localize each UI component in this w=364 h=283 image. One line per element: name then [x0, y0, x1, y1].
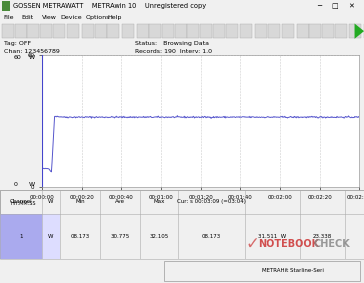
Text: METRAHit Starline-Seri: METRAHit Starline-Seri — [262, 269, 324, 273]
FancyBboxPatch shape — [297, 24, 309, 38]
Text: W: W — [29, 55, 35, 60]
Text: □: □ — [331, 3, 338, 9]
FancyBboxPatch shape — [255, 24, 267, 38]
FancyBboxPatch shape — [213, 24, 225, 38]
Text: W: W — [48, 234, 54, 239]
Text: Max: Max — [153, 199, 165, 204]
FancyBboxPatch shape — [175, 24, 187, 38]
Text: Options: Options — [86, 15, 110, 20]
FancyBboxPatch shape — [27, 24, 39, 38]
FancyBboxPatch shape — [309, 24, 321, 38]
Bar — [42, 214, 60, 259]
Bar — [0, 214, 42, 259]
Text: View: View — [42, 15, 57, 20]
FancyBboxPatch shape — [107, 24, 119, 38]
Text: Channel: Channel — [10, 199, 32, 204]
FancyBboxPatch shape — [322, 24, 334, 38]
FancyBboxPatch shape — [2, 24, 14, 38]
FancyBboxPatch shape — [335, 24, 347, 38]
Text: 23.338: 23.338 — [312, 234, 332, 239]
Text: Ave: Ave — [115, 199, 125, 204]
FancyBboxPatch shape — [349, 24, 361, 38]
Text: Edit: Edit — [22, 15, 34, 20]
Text: File: File — [4, 15, 14, 20]
FancyBboxPatch shape — [226, 24, 238, 38]
FancyBboxPatch shape — [200, 24, 212, 38]
FancyBboxPatch shape — [282, 24, 294, 38]
FancyBboxPatch shape — [82, 24, 94, 38]
FancyBboxPatch shape — [95, 24, 107, 38]
Text: 08.173: 08.173 — [201, 234, 221, 239]
FancyBboxPatch shape — [162, 24, 174, 38]
Text: GOSSEN METRAWATT    METRAwin 10    Unregistered copy: GOSSEN METRAWATT METRAwin 10 Unregistere… — [13, 3, 206, 9]
Text: Status:   Browsing Data: Status: Browsing Data — [135, 41, 209, 46]
FancyBboxPatch shape — [15, 24, 27, 38]
Text: 31.511  W: 31.511 W — [258, 234, 286, 239]
Text: ✕: ✕ — [348, 3, 353, 9]
Text: Records: 190  Interv: 1.0: Records: 190 Interv: 1.0 — [135, 49, 212, 53]
Text: W: W — [29, 182, 35, 187]
Text: Cur: s 00:03:09 (=03:04): Cur: s 00:03:09 (=03:04) — [177, 199, 245, 204]
Text: W: W — [48, 199, 54, 204]
Text: Min: Min — [75, 199, 85, 204]
FancyBboxPatch shape — [149, 24, 161, 38]
Text: Chan: 123456789: Chan: 123456789 — [4, 49, 60, 53]
Text: CHECK: CHECK — [313, 239, 350, 249]
Text: Device: Device — [60, 15, 82, 20]
FancyBboxPatch shape — [268, 24, 280, 38]
Text: 08.173: 08.173 — [70, 234, 90, 239]
Text: ✓: ✓ — [245, 235, 259, 253]
FancyBboxPatch shape — [164, 261, 360, 281]
Text: 30.775: 30.775 — [110, 234, 130, 239]
Text: NOTEBOOK: NOTEBOOK — [258, 239, 319, 249]
FancyBboxPatch shape — [187, 24, 199, 38]
FancyBboxPatch shape — [67, 24, 79, 38]
Text: ─: ─ — [317, 3, 321, 9]
Text: 32.105: 32.105 — [149, 234, 169, 239]
Text: HH:MM:SS: HH:MM:SS — [10, 201, 36, 206]
Bar — [2, 1, 10, 11]
Text: Help: Help — [107, 15, 122, 20]
FancyBboxPatch shape — [53, 24, 65, 38]
Text: 0: 0 — [13, 182, 17, 187]
Text: 60: 60 — [13, 55, 21, 60]
Polygon shape — [355, 23, 364, 39]
Text: Tag: OFF: Tag: OFF — [4, 41, 31, 46]
FancyBboxPatch shape — [122, 24, 134, 38]
FancyBboxPatch shape — [240, 24, 252, 38]
FancyBboxPatch shape — [40, 24, 52, 38]
FancyBboxPatch shape — [136, 24, 149, 38]
Text: 1: 1 — [19, 234, 23, 239]
